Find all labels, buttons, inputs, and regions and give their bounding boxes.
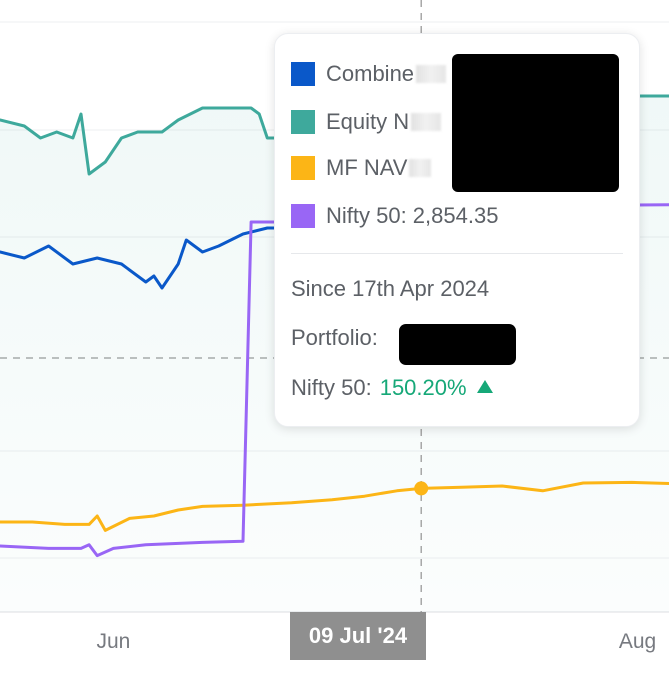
x-tick-label: Jun xyxy=(96,630,130,653)
legend-combined: Combine xyxy=(291,60,447,88)
nifty-swatch xyxy=(291,204,315,228)
blurred-text xyxy=(409,159,432,177)
legend-nifty-label: Nifty 50: 2,854.35 xyxy=(326,203,499,228)
x-tick-label: Aug xyxy=(619,630,656,653)
legend-equity: Equity N xyxy=(291,108,442,136)
blurred-text xyxy=(411,113,442,131)
legend-nifty: Nifty 50: 2,854.35 xyxy=(291,202,498,230)
chart-tooltip: Combine Equity N MF NAV Nifty 50: 2,854.… xyxy=(274,33,640,427)
redacted-portfolio-value xyxy=(399,324,516,365)
mf-swatch xyxy=(291,156,315,180)
portfolio-label: Portfolio: xyxy=(291,325,378,350)
tooltip-divider xyxy=(291,253,623,254)
legend-mf: MF NAV xyxy=(291,154,432,182)
blurred-text xyxy=(416,65,447,83)
cursor-date-label: 09 Jul '24 xyxy=(290,612,426,660)
legend-equity-label: Equity N xyxy=(326,109,410,134)
mf-line[interactable] xyxy=(0,480,669,532)
combined-swatch xyxy=(291,62,315,86)
nifty-return-value: 150.20% xyxy=(379,375,467,400)
redacted-values xyxy=(452,54,619,192)
portfolio-row: Portfolio: xyxy=(291,325,378,351)
since-date: Since 17th Apr 2024 xyxy=(291,276,490,301)
equity-swatch xyxy=(291,110,315,134)
mf-hover-point[interactable] xyxy=(414,481,429,496)
up-arrow-icon xyxy=(476,380,493,393)
nifty-return-row: Nifty 50: 150.20% xyxy=(291,375,493,401)
nifty-return-label: Nifty 50: xyxy=(291,375,372,400)
legend-combined-label: Combine xyxy=(326,61,415,86)
legend-mf-label: MF NAV xyxy=(326,155,408,180)
